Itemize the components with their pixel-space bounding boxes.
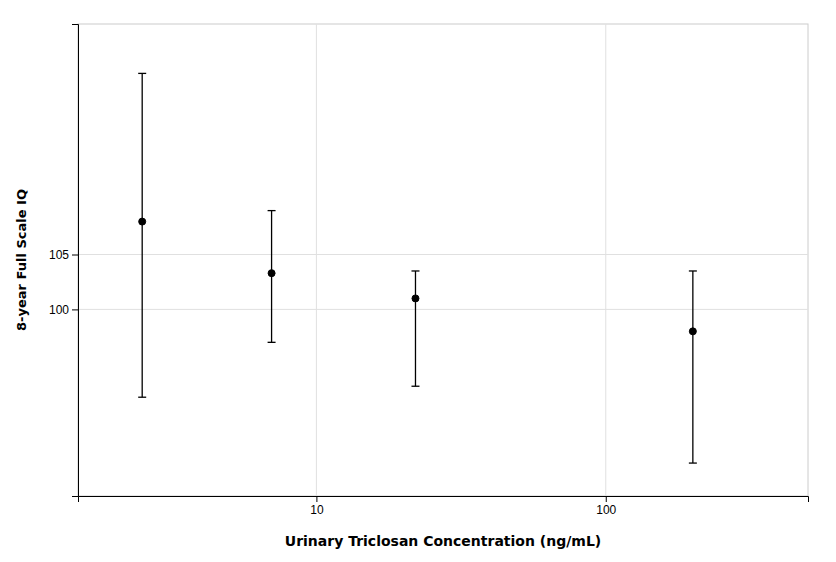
error-cap-lower (268, 342, 276, 343)
error-bar-group (411, 271, 419, 386)
plot: 10 100 100 105 Urinary Triclosan Concentrati… (14, 24, 809, 549)
tick: 10 (310, 496, 324, 517)
error-cap-lower (689, 462, 697, 463)
error-bar-group (138, 73, 146, 397)
error-cap-lower (411, 386, 419, 387)
grid (78, 24, 808, 496)
axis-line (79, 497, 809, 503)
tick-mark (316, 496, 317, 502)
point (412, 295, 419, 302)
y-axis-title: 8-year Full Scale IQ (14, 189, 29, 331)
tick-mark (606, 496, 607, 502)
tick-label: 10 (310, 503, 324, 517)
error-cap-upper (411, 270, 419, 271)
x-axis-title: Urinary Triclosan Concentration (ng/mL) (285, 533, 601, 549)
error-bar (692, 271, 693, 463)
point (689, 328, 696, 335)
error-bar-group (689, 271, 697, 463)
tick-mark (72, 309, 78, 310)
error-cap-upper (689, 270, 697, 271)
y-axis: 100 105 (49, 25, 79, 497)
axis-line (72, 25, 79, 497)
tick: 100 (596, 496, 616, 517)
error-cap-lower (138, 397, 146, 398)
tick: 105 (49, 248, 78, 262)
error-cap-upper (268, 210, 276, 211)
point (139, 218, 146, 225)
error-bar (142, 73, 143, 397)
tick-mark (72, 255, 78, 256)
x-axis: 10 100 (79, 496, 809, 517)
error-cap-upper (138, 73, 146, 74)
plot-frame (78, 24, 808, 496)
marks (138, 73, 697, 463)
tick-label: 105 (49, 248, 69, 262)
grid-line (316, 24, 317, 496)
point (268, 270, 275, 277)
chart: 10 100 100 105 Urinary Triclosan Concentrati… (0, 0, 836, 562)
tick-label: 100 (49, 303, 69, 317)
error-bar-group (268, 211, 276, 343)
error-bar (415, 271, 416, 386)
tick: 100 (49, 303, 78, 317)
grid-line (78, 309, 808, 310)
grid-line (605, 24, 606, 496)
grid-line (78, 254, 808, 255)
tick-label: 100 (596, 503, 616, 517)
